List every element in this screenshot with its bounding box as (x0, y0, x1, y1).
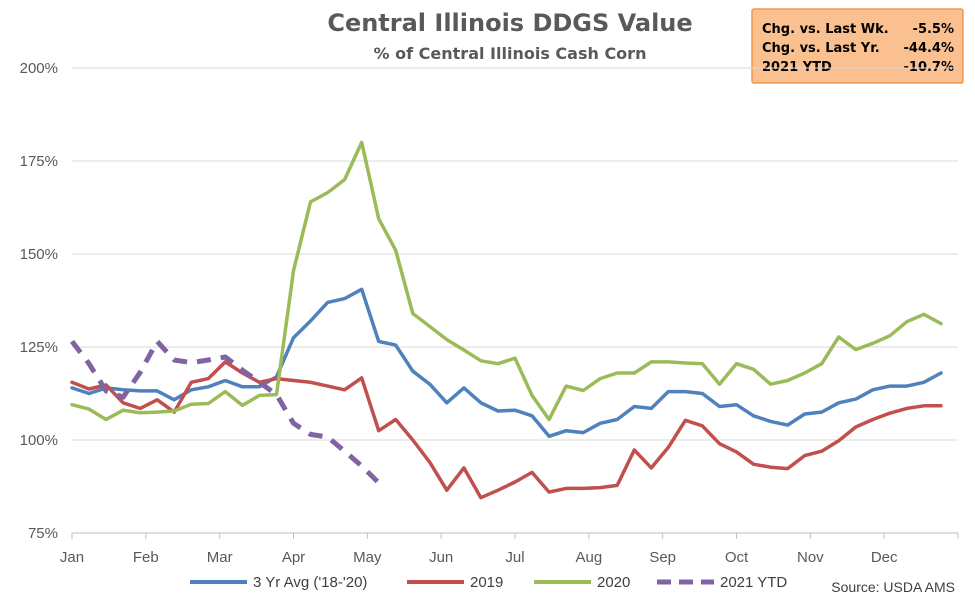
x-tick-label: Nov (797, 549, 824, 566)
legend-label-3: 2021 YTD (720, 574, 787, 591)
y-axis: 75% 100% 125% 150% 175% 200% (20, 60, 58, 542)
series-line-1 (70, 360, 943, 500)
x-tick-label: May (353, 549, 382, 566)
summary-label-week: Chg. vs. Last Wk. (762, 22, 889, 37)
gridlines (72, 67, 958, 441)
series-line-2 (70, 140, 943, 422)
summary-label-year: Chg. vs. Last Yr. (762, 41, 880, 56)
chart-subtitle: % of Central Illinois Cash Corn (374, 44, 647, 63)
x-tick-label: Jun (429, 549, 453, 566)
y-tick-label: 200% (20, 60, 58, 77)
legend: 3 Yr Avg ('18-'20) 2019 2020 2021 YTD (190, 574, 787, 591)
x-tick-label: Dec (871, 549, 898, 566)
summary-value-week: -5.5% (913, 22, 954, 37)
series-lines (70, 140, 943, 500)
y-tick-label: 150% (20, 246, 58, 263)
legend-label-2: 2020 (597, 574, 630, 591)
y-tick-label: 100% (20, 432, 58, 449)
chart-title: Central Illinois DDGS Value (327, 9, 692, 37)
legend-label-1: 2019 (470, 574, 503, 591)
x-tick-label: Mar (207, 549, 233, 566)
source-note: Source: USDA AMS (831, 579, 955, 595)
x-tick-label: Oct (725, 549, 749, 566)
x-tick-label: Aug (575, 549, 602, 566)
x-tick-label: Jan (60, 549, 84, 566)
legend-label-0: 3 Yr Avg ('18-'20) (253, 574, 367, 591)
summary-box-background (751, 8, 964, 84)
series-line-0 (70, 287, 943, 439)
y-tick-label: 125% (20, 339, 58, 356)
y-tick-label: 175% (20, 153, 58, 170)
y-tick-label: 75% (28, 525, 58, 542)
summary-value-year: -44.4% (904, 41, 955, 56)
x-tick-label: Apr (282, 549, 305, 566)
x-tick-label: Sep (649, 549, 676, 566)
x-tick-label: Jul (505, 549, 524, 566)
summary-box: Chg. vs. Last Wk. -5.5% Chg. vs. Last Yr… (751, 8, 964, 84)
series-line-3 (70, 338, 381, 485)
x-axis: Jan Feb Mar Apr May Jun Jul Aug Sep Oct Nov Dec (60, 532, 959, 566)
x-tick-label: Feb (133, 549, 159, 566)
